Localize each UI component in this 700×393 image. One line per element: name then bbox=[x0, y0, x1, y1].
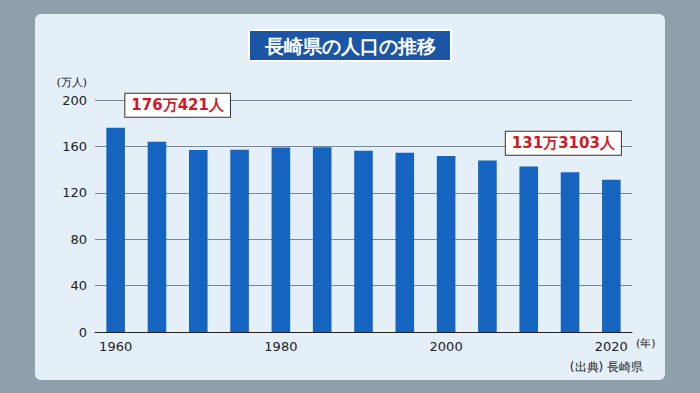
svg-text:(年): (年) bbox=[636, 337, 656, 350]
svg-text:(出典) 長崎県: (出典) 長崎県 bbox=[570, 360, 643, 374]
svg-text:200: 200 bbox=[62, 93, 87, 108]
svg-text:長崎県の人口の推移: 長崎県の人口の推移 bbox=[264, 35, 436, 57]
svg-text:40: 40 bbox=[70, 278, 87, 293]
svg-text:2020: 2020 bbox=[595, 339, 628, 354]
svg-text:0: 0 bbox=[79, 325, 87, 340]
svg-text:120: 120 bbox=[62, 185, 87, 200]
svg-text:1960: 1960 bbox=[99, 339, 132, 354]
svg-text:131万3103人: 131万3103人 bbox=[512, 134, 616, 152]
svg-text:176万421人: 176万421人 bbox=[131, 96, 225, 114]
svg-text:2000: 2000 bbox=[430, 339, 463, 354]
svg-text:(万人): (万人) bbox=[56, 76, 87, 89]
svg-text:1980: 1980 bbox=[264, 339, 297, 354]
svg-text:80: 80 bbox=[70, 232, 87, 247]
svg-text:160: 160 bbox=[62, 139, 87, 154]
